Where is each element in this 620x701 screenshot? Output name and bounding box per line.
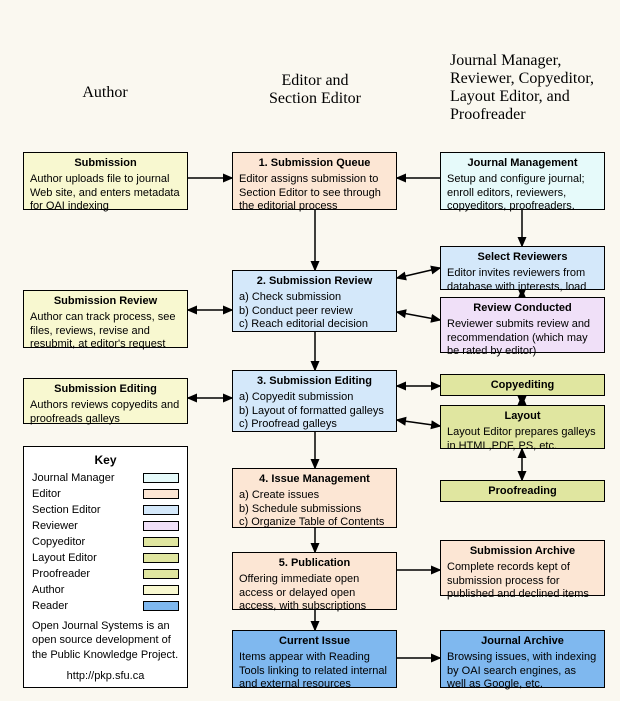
key-label: Author: [32, 584, 64, 596]
box-current_issue: Current IssueItems appear with Reading T…: [232, 630, 397, 688]
box-body: Author uploads file to journal Web site,…: [30, 173, 181, 214]
diagram-canvas: Author Editor and Section Editor Journal…: [0, 0, 620, 701]
legend-key: Key Journal Manager Editor Section Editor R…: [23, 446, 188, 688]
column-header-author: Author: [60, 84, 150, 102]
box-body: Author can track process, see files, rev…: [30, 311, 181, 352]
key-label: Editor: [32, 488, 61, 500]
box-body: Setup and configure journal; enroll edit…: [447, 173, 598, 214]
box-body: Reviewer submits review and recommendati…: [447, 318, 598, 359]
column-header-others: Journal Manager, Reviewer, Copyeditor, L…: [450, 52, 610, 124]
column-header-editor: Editor and Section Editor: [255, 72, 375, 108]
key-swatch: [143, 569, 179, 579]
box-sub_review_author: Submission ReviewAuthor can track proces…: [23, 290, 188, 348]
key-label: Copyeditor: [32, 536, 85, 548]
box-body: Layout Editor prepares galleys in HTML,P…: [447, 426, 598, 454]
key-swatch: [143, 553, 179, 563]
box-title: Proofreading: [447, 485, 598, 499]
box-title: 5. Publication: [239, 557, 390, 571]
key-footer: Open Journal Systems is an open source d…: [32, 619, 179, 662]
box-sub_review: 2. Submission Review a) Check submission …: [232, 270, 397, 332]
box-layout: LayoutLayout Editor prepares galleys in …: [440, 405, 605, 449]
key-label: Section Editor: [32, 504, 100, 516]
box-title: Journal Management: [447, 157, 598, 171]
key-row: Reviewer: [32, 519, 179, 533]
key-label: Proofreader: [32, 568, 90, 580]
box-title: 3. Submission Editing: [239, 375, 390, 389]
box-title: 2. Submission Review: [239, 275, 390, 289]
box-body: a) Copyedit submission b) Layout of form…: [239, 391, 390, 432]
key-url: http://pkp.sfu.ca: [32, 670, 179, 682]
key-label: Journal Manager: [32, 472, 115, 484]
key-swatch: [143, 473, 179, 483]
box-title: Current Issue: [239, 635, 390, 649]
key-row: Author: [32, 583, 179, 597]
key-swatch: [143, 537, 179, 547]
key-row: Journal Manager: [32, 471, 179, 485]
box-body: Authors reviews copyedits and proofreads…: [30, 399, 181, 427]
box-select_reviewers: Select ReviewersEditor invites reviewers…: [440, 246, 605, 290]
box-title: Journal Archive: [447, 635, 598, 649]
box-title: 4. Issue Management: [239, 473, 390, 487]
key-swatch: [143, 585, 179, 595]
key-row: Section Editor: [32, 503, 179, 517]
key-row: Layout Editor: [32, 551, 179, 565]
box-sub_archive: Submission ArchiveComplete records kept …: [440, 540, 605, 596]
box-body: a) Check submission b) Conduct peer revi…: [239, 291, 390, 332]
key-swatch: [143, 521, 179, 531]
box-title: Submission Editing: [30, 383, 181, 397]
box-submission: SubmissionAuthor uploads file to journal…: [23, 152, 188, 210]
box-journal_archive: Journal ArchiveBrowsing issues, with ind…: [440, 630, 605, 688]
box-journal_mgmt: Journal ManagementSetup and configure jo…: [440, 152, 605, 210]
box-body: Editor assigns submission to Section Edi…: [239, 173, 390, 214]
key-row: Copyeditor: [32, 535, 179, 549]
box-body: Browsing issues, with indexing by OAI se…: [447, 651, 598, 692]
key-label: Layout Editor: [32, 552, 97, 564]
box-body: Items appear with Reading Tools linking …: [239, 651, 390, 692]
key-row: Editor: [32, 487, 179, 501]
box-queue: 1. Submission QueueEditor assigns submis…: [232, 152, 397, 210]
box-title: Submission: [30, 157, 181, 171]
box-body: Complete records kept of submission proc…: [447, 561, 598, 602]
box-sub_editing: 3. Submission Editing a) Copyedit submiss…: [232, 370, 397, 432]
box-publication: 5. PublicationOffering immediate open ac…: [232, 552, 397, 610]
key-label: Reader: [32, 600, 68, 612]
box-sub_editing_author: Submission Editing Authors reviews copyed…: [23, 378, 188, 424]
key-label: Reviewer: [32, 520, 78, 532]
box-title: Layout: [447, 410, 598, 424]
box-title: Submission Review: [30, 295, 181, 309]
box-title: 1. Submission Queue: [239, 157, 390, 171]
key-title: Key: [32, 453, 179, 467]
box-review_conducted: Review ConductedReviewer submits review …: [440, 297, 605, 353]
box-issue_mgmt: 4. Issue Management a) Create issues b) S…: [232, 468, 397, 528]
box-title: Select Reviewers: [447, 251, 598, 265]
key-swatch: [143, 489, 179, 499]
box-copyediting: Copyediting: [440, 374, 605, 396]
key-row: Proofreader: [32, 567, 179, 581]
box-title: Review Conducted: [447, 302, 598, 316]
box-title: Submission Archive: [447, 545, 598, 559]
box-body: a) Create issues b) Schedule submissions…: [239, 489, 390, 530]
key-swatch: [143, 601, 179, 611]
box-title: Copyediting: [447, 379, 598, 393]
box-body: Editor invites reviewers from database w…: [447, 267, 598, 295]
key-row: Reader: [32, 599, 179, 613]
box-body: Offering immediate open access or delaye…: [239, 573, 390, 614]
key-swatch: [143, 505, 179, 515]
box-proofreading: Proofreading: [440, 480, 605, 502]
